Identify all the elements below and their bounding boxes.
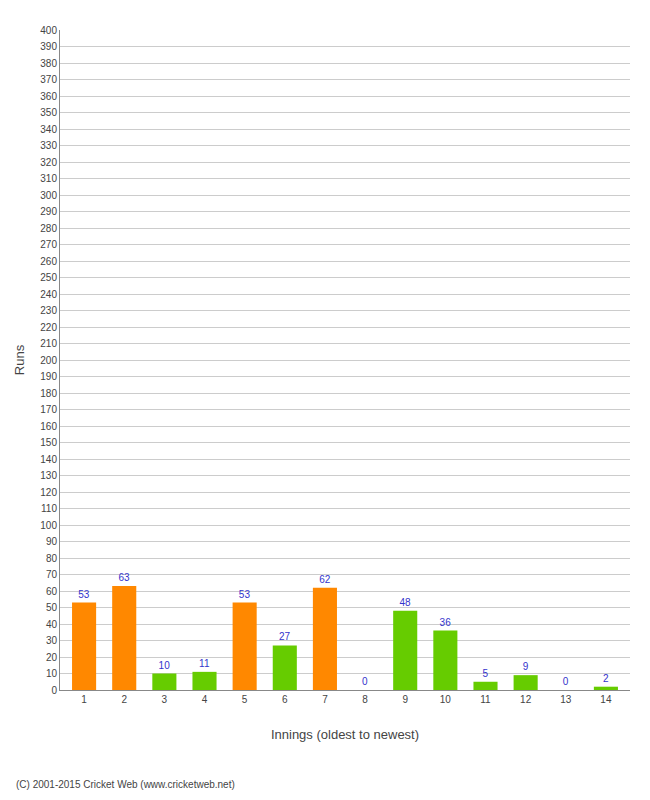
svg-text:220: 220 [40,322,57,333]
svg-text:140: 140 [40,454,57,465]
svg-text:14: 14 [600,694,612,705]
svg-text:210: 210 [40,338,57,349]
svg-text:280: 280 [40,223,57,234]
svg-text:48: 48 [399,597,411,608]
svg-text:36: 36 [440,617,452,628]
svg-text:70: 70 [46,569,58,580]
svg-text:10: 10 [46,668,58,679]
svg-text:330: 330 [40,140,57,151]
svg-text:130: 130 [40,470,57,481]
svg-text:300: 300 [40,190,57,201]
svg-text:160: 160 [40,421,57,432]
svg-text:310: 310 [40,173,57,184]
svg-text:350: 350 [40,107,57,118]
svg-text:11: 11 [480,694,491,705]
svg-text:100: 100 [40,520,57,531]
svg-text:0: 0 [51,685,57,696]
svg-text:5: 5 [242,694,248,705]
svg-text:1: 1 [81,694,87,705]
svg-text:2: 2 [121,694,127,705]
svg-text:80: 80 [46,553,58,564]
svg-text:240: 240 [40,289,57,300]
svg-text:63: 63 [118,572,130,583]
svg-text:0: 0 [563,676,569,687]
svg-text:2: 2 [603,673,609,684]
svg-text:340: 340 [40,124,57,135]
svg-text:290: 290 [40,206,57,217]
svg-text:40: 40 [46,619,58,630]
svg-text:11: 11 [199,658,210,669]
svg-text:370: 370 [40,74,57,85]
svg-text:4: 4 [202,694,208,705]
svg-text:120: 120 [40,487,57,498]
svg-text:10: 10 [440,694,452,705]
svg-text:(C) 2001-2015 Cricket Web (www: (C) 2001-2015 Cricket Web (www.cricketwe… [16,779,235,790]
svg-text:53: 53 [78,589,90,600]
svg-text:30: 30 [46,635,58,646]
svg-text:9: 9 [523,661,529,672]
svg-text:6: 6 [282,694,288,705]
svg-text:60: 60 [46,586,58,597]
svg-text:50: 50 [46,602,58,613]
svg-text:150: 150 [40,437,57,448]
svg-text:390: 390 [40,41,57,52]
svg-text:180: 180 [40,388,57,399]
svg-text:Innings (oldest to newest): Innings (oldest to newest) [271,727,419,742]
svg-text:7: 7 [322,694,328,705]
svg-text:8: 8 [362,694,368,705]
svg-text:3: 3 [162,694,168,705]
svg-text:0: 0 [362,676,368,687]
svg-text:170: 170 [40,404,57,415]
svg-text:53: 53 [239,589,251,600]
svg-text:380: 380 [40,58,57,69]
svg-text:5: 5 [482,668,488,679]
svg-text:250: 250 [40,272,57,283]
svg-text:400: 400 [40,25,57,36]
svg-text:27: 27 [279,631,291,642]
svg-text:20: 20 [46,652,58,663]
svg-text:9: 9 [402,694,408,705]
svg-text:230: 230 [40,305,57,316]
svg-text:360: 360 [40,91,57,102]
svg-text:Runs: Runs [12,344,27,375]
svg-text:260: 260 [40,256,57,267]
svg-text:13: 13 [560,694,572,705]
svg-text:10: 10 [159,660,171,671]
svg-text:62: 62 [319,574,331,585]
svg-text:90: 90 [46,536,58,547]
svg-text:200: 200 [40,355,57,366]
svg-text:12: 12 [520,694,532,705]
svg-text:110: 110 [41,503,57,514]
svg-text:190: 190 [40,371,57,382]
svg-text:270: 270 [40,239,57,250]
svg-text:320: 320 [40,157,57,168]
